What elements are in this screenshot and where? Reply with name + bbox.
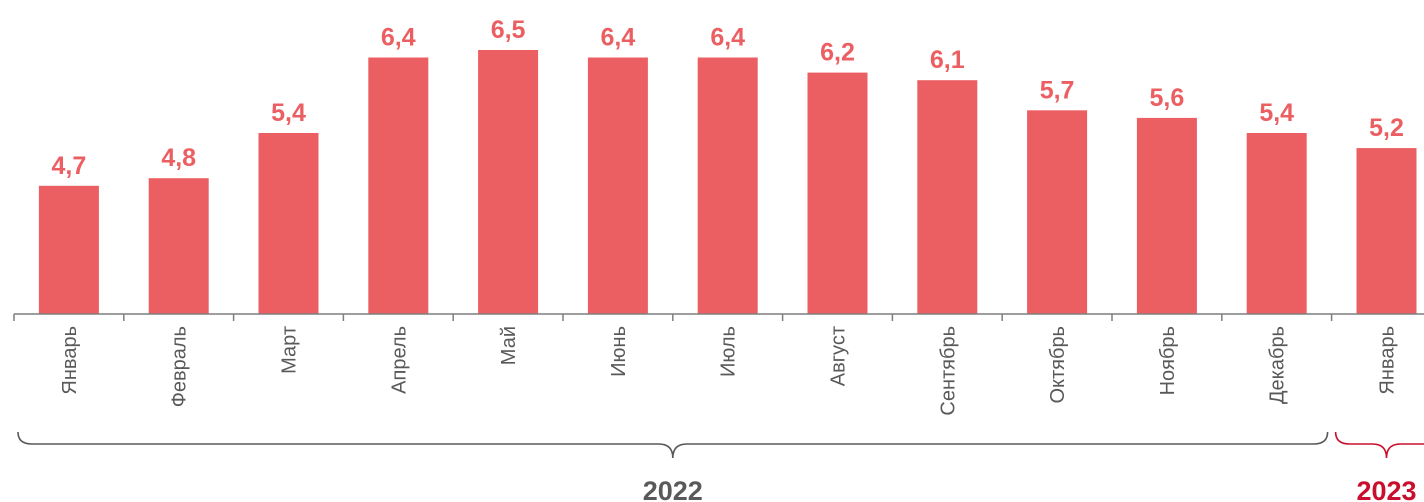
x-tick-label-10: Ноябрь [1157, 326, 1179, 395]
data-labels-layer: 4,7 4,8 5,4 6,4 6,5 6,4 6,4 6,2 6,1 5,7 5,6 5,4 5,2 [52, 16, 1404, 180]
year-label-1: 2023 [1356, 476, 1416, 502]
bar-8 [917, 80, 978, 314]
data-label-1: 4,8 [161, 144, 196, 172]
x-tick-label-1: Февраль [169, 326, 191, 407]
x-tick-label-0: Январь [59, 326, 81, 395]
bar-9 [1027, 110, 1088, 314]
x-tick-label-3: Апрель [388, 326, 410, 394]
x-tick-label-7: Август [828, 326, 850, 386]
year-brace-0 [17, 431, 1329, 459]
year-groups: 2022 2023 [17, 431, 1424, 502]
x-tick-label-2: Март [279, 326, 301, 374]
bar-12 [1356, 148, 1417, 314]
bar-10 [1136, 117, 1197, 315]
x-tick-label-4: Май [498, 326, 520, 365]
data-label-2: 5,4 [271, 99, 306, 127]
data-label-5: 6,4 [601, 24, 636, 52]
x-tick-label-8: Сентябрь [937, 326, 959, 416]
x-tick-label-11: Декабрь [1267, 326, 1289, 404]
bar-4 [478, 50, 539, 314]
x-tick-label-6: Июль [718, 326, 740, 377]
year-brace-1 [1334, 431, 1424, 459]
data-label-10: 5,6 [1150, 84, 1185, 112]
x-tick-label-5: Июнь [608, 326, 630, 377]
x-tick-label-12: Январь [1377, 326, 1399, 395]
bars-layer [38, 50, 1417, 315]
data-label-12: 5,2 [1369, 114, 1404, 142]
x-tick-labels: Январь Февраль Март Апрель Май Июнь Июль Август… [59, 326, 1399, 416]
data-label-4: 6,5 [491, 16, 526, 44]
data-label-7: 6,2 [820, 39, 855, 67]
bar-11 [1246, 133, 1307, 314]
bar-3 [368, 57, 429, 314]
data-label-8: 6,1 [930, 46, 965, 74]
data-label-3: 6,4 [381, 24, 416, 52]
bar-1 [148, 178, 209, 314]
data-label-11: 5,4 [1259, 99, 1294, 127]
data-label-6: 6,4 [710, 24, 745, 52]
bar-2 [258, 133, 319, 314]
bar-7 [807, 72, 868, 314]
bar-5 [587, 57, 648, 314]
data-label-0: 4,7 [52, 152, 87, 180]
year-label-0: 2022 [643, 476, 703, 502]
x-axis [13, 313, 1424, 321]
x-tick-label-9: Октябрь [1047, 326, 1069, 404]
data-label-9: 5,7 [1040, 76, 1075, 104]
bar-0 [38, 185, 99, 314]
bar-6 [697, 57, 758, 314]
